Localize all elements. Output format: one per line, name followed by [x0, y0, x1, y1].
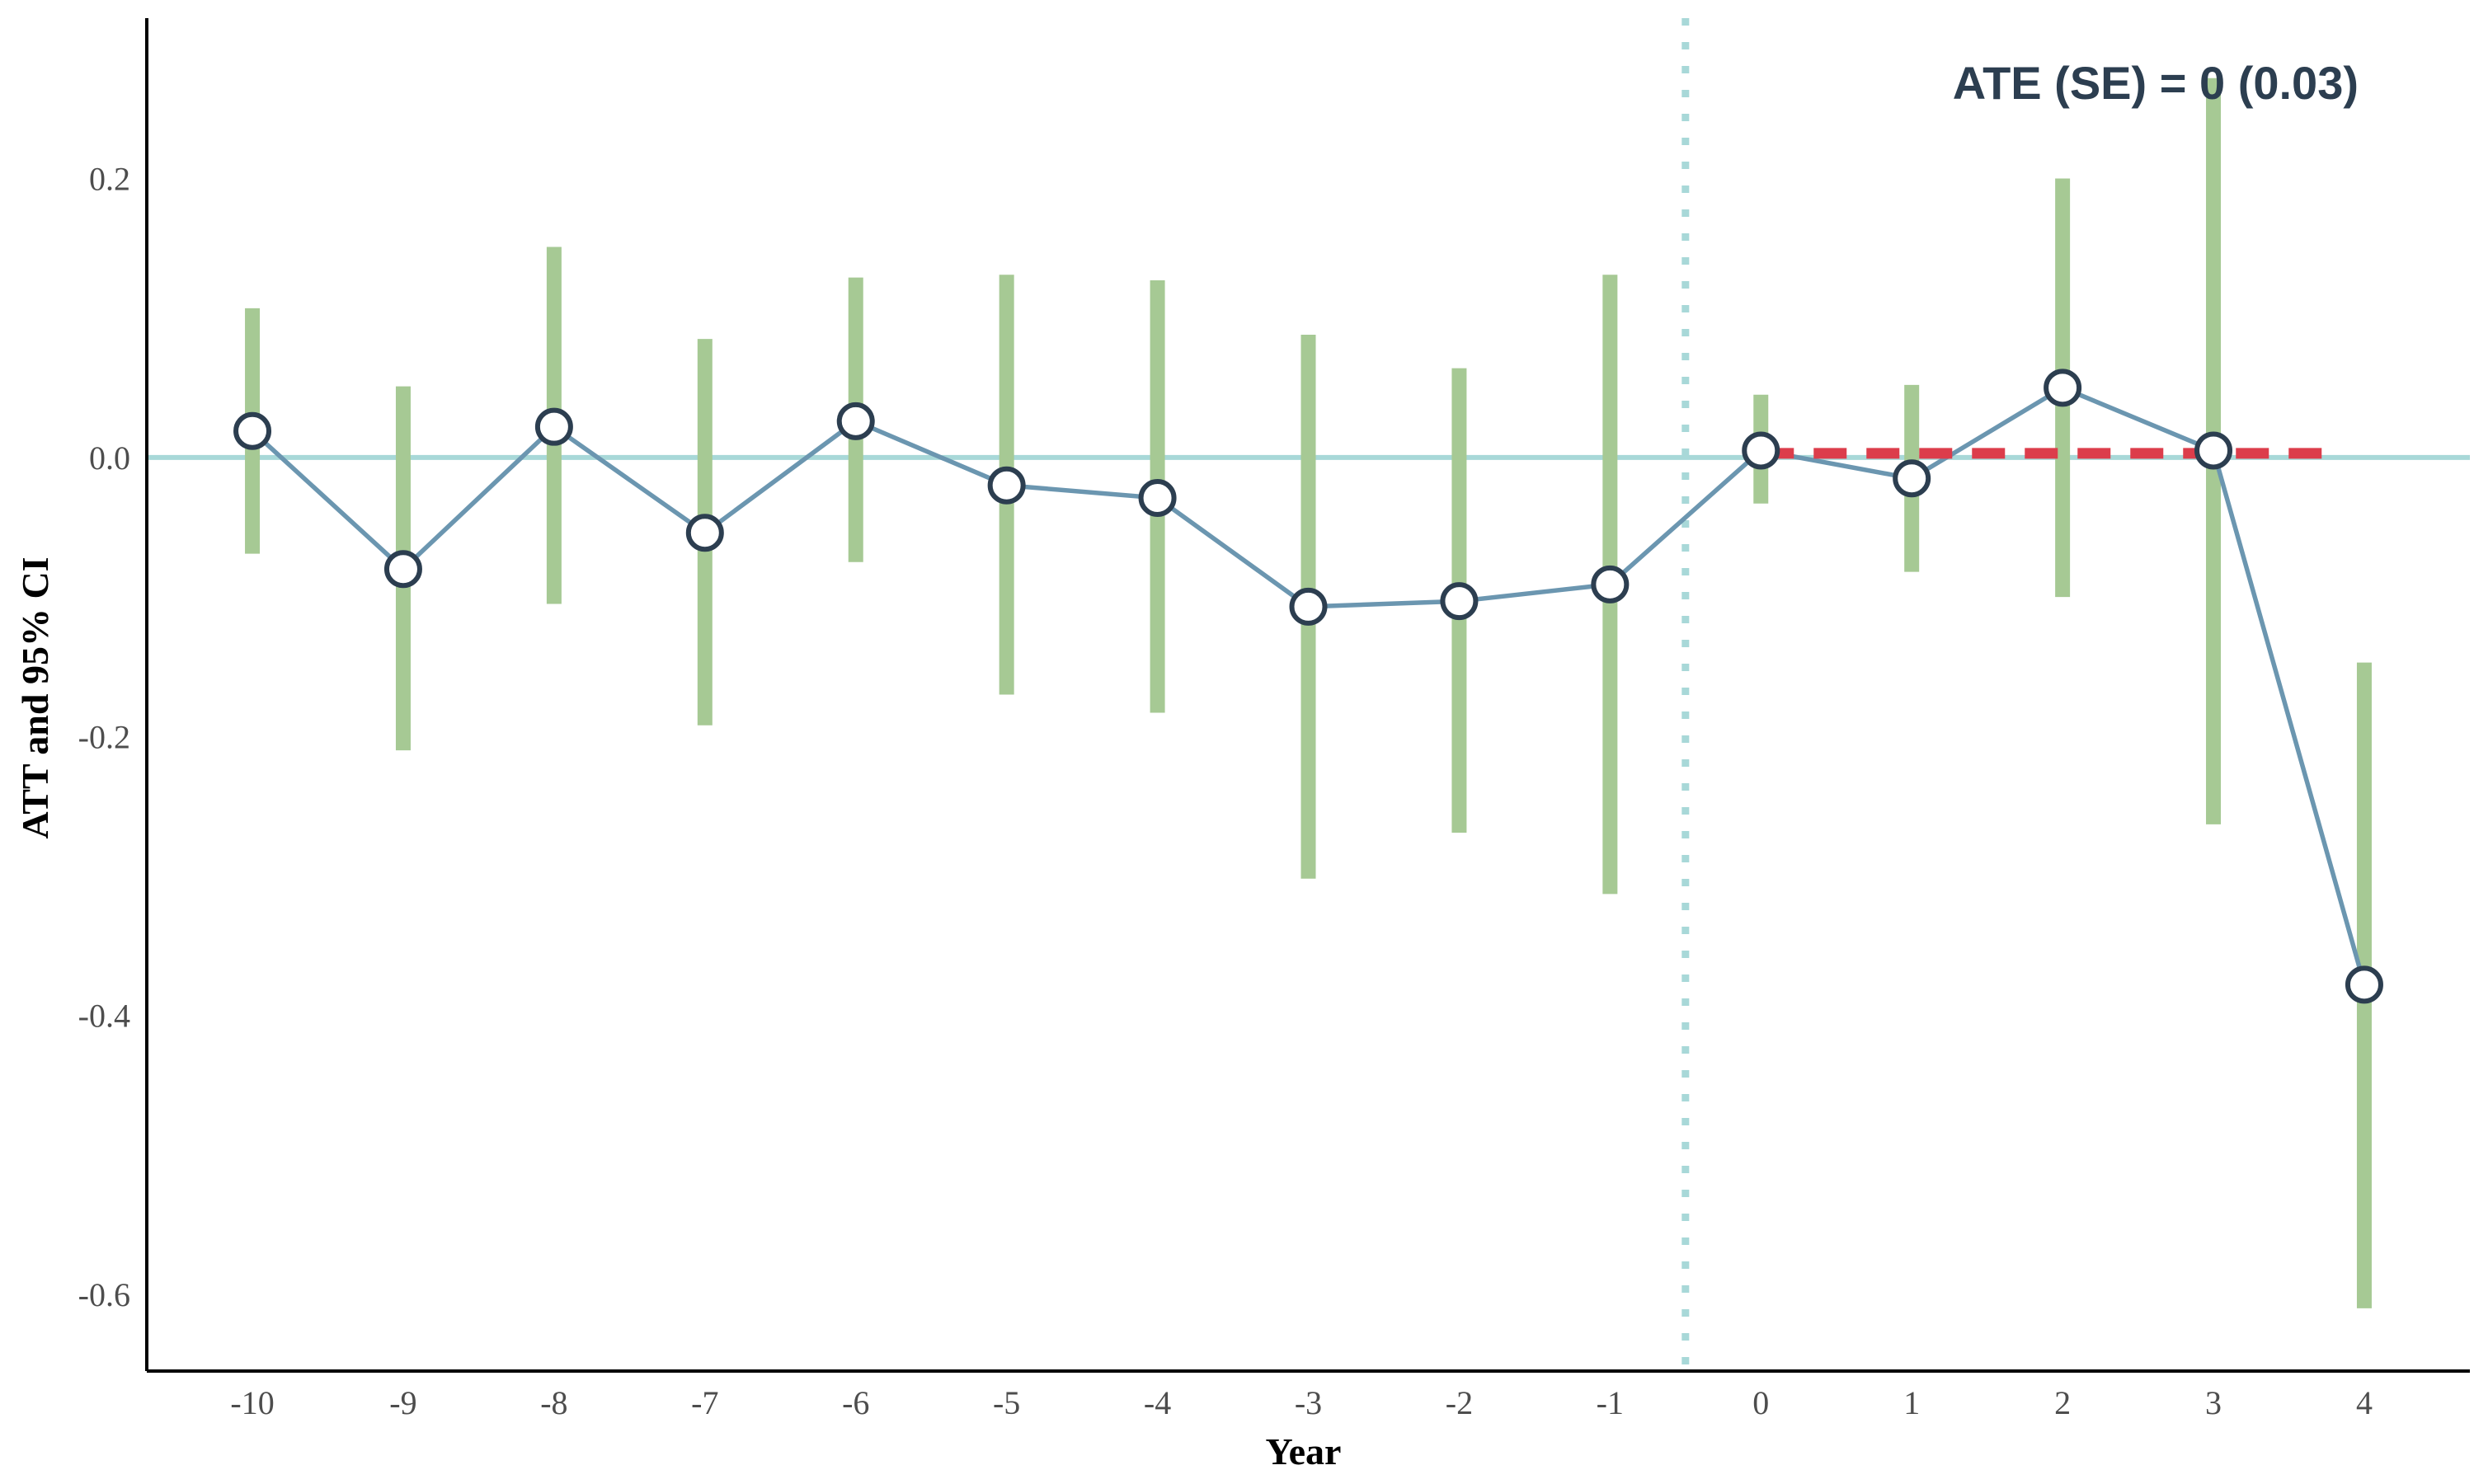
point--6	[840, 405, 872, 438]
point--10	[236, 415, 269, 448]
point--3	[1292, 590, 1325, 623]
x-tick-label: 4	[2356, 1384, 2373, 1421]
x-tick-label: -4	[1144, 1384, 1171, 1421]
y-tick-label: -0.2	[78, 718, 130, 755]
point-1	[1895, 462, 1928, 495]
x-tick-labels: -10 -9 -8 -7 -6 -5 -4 -3 -2 -1 0 1 2 3 4	[230, 1384, 2373, 1421]
point-0	[1744, 434, 1777, 467]
point--8	[538, 411, 571, 444]
point-3	[2197, 434, 2230, 467]
x-tick-label: -7	[691, 1384, 718, 1421]
x-tick-label: -9	[389, 1384, 416, 1421]
x-tick-label: -6	[842, 1384, 869, 1421]
point-2	[2046, 371, 2079, 404]
point-4	[2348, 968, 2381, 1001]
y-tick-label: -0.4	[78, 998, 130, 1035]
x-tick-label: -1	[1597, 1384, 1624, 1421]
y-tick-label: -0.6	[78, 1276, 130, 1313]
x-tick-label: 3	[2205, 1384, 2222, 1421]
x-axis-title: Year	[1266, 1430, 1342, 1472]
point--4	[1141, 481, 1174, 514]
point--7	[689, 516, 722, 549]
y-tick-label: 0.2	[89, 161, 130, 198]
ate-annotation: ATE (SE) = 0 (0.03)	[1953, 57, 2359, 109]
y-axis-title: ATT and 95% CI	[14, 556, 56, 838]
y-tick-labels: 0.2 0.0 -0.2 -0.4 -0.6	[78, 161, 130, 1313]
x-tick-label: -8	[540, 1384, 567, 1421]
point--5	[990, 469, 1023, 502]
x-tick-label: 0	[1752, 1384, 1769, 1421]
x-tick-label: -5	[993, 1384, 1020, 1421]
point--9	[387, 552, 420, 585]
x-tick-label: -10	[230, 1384, 274, 1421]
point--2	[1442, 585, 1475, 618]
x-tick-label: -3	[1295, 1384, 1322, 1421]
x-tick-label: 1	[1903, 1384, 1920, 1421]
point--1	[1593, 568, 1626, 601]
y-tick-label: 0.0	[89, 439, 130, 477]
x-tick-label: -2	[1446, 1384, 1473, 1421]
confidence-interval-layer	[252, 78, 2364, 1308]
x-tick-label: 2	[2054, 1384, 2071, 1421]
